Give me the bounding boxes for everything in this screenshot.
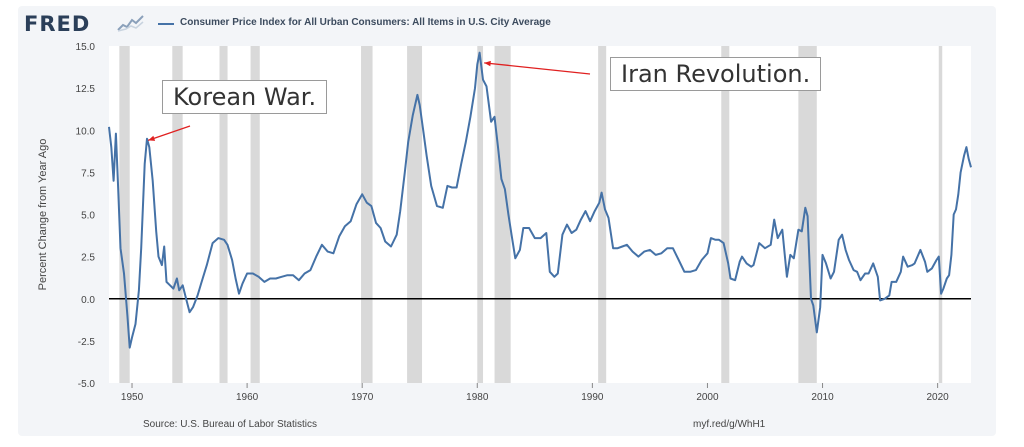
x-tick-label: 1950 (121, 392, 144, 403)
x-tick-label: 1980 (466, 392, 489, 403)
short-url-link[interactable]: myf.red/g/WhH1 (693, 419, 766, 430)
x-tick-label: 2000 (696, 392, 719, 403)
recession-band (407, 46, 423, 383)
recession-band (598, 46, 607, 383)
y-tick-label: 0.0 (81, 295, 95, 306)
fred-logo[interactable]: FRED (24, 12, 91, 36)
recession-band (938, 46, 943, 383)
fred-sparkline-icon (117, 15, 144, 32)
series-line (108, 51, 972, 349)
recession-band (219, 46, 228, 383)
y-tick-label: 10.0 (76, 126, 96, 137)
source-note: Source: U.S. Bureau of Labor Statistics (143, 419, 317, 430)
annotation-arrows (147, 60, 591, 141)
x-tick-label: 1970 (351, 392, 374, 403)
recession-band (172, 46, 183, 383)
y-tick-label: -5.0 (78, 379, 96, 390)
iran-revolution-callout: Iran Revolution. (610, 57, 822, 91)
annotation-arrow-line (147, 125, 191, 141)
annotation-arrow-head (148, 135, 156, 141)
recession-band (119, 46, 130, 383)
y-tick-label: 12.5 (76, 84, 96, 95)
x-tick-label: 1960 (236, 392, 259, 403)
x-axis: 1950 1960 1970 1980 1990 2000 2010 2020 (121, 383, 949, 403)
y-axis-label: Percent Change from Year Ago (37, 139, 49, 291)
series-title: Consumer Price Index for All Urban Consu… (180, 17, 551, 28)
annotation-arrow-head (484, 60, 491, 67)
x-tick-label: 2020 (926, 392, 949, 403)
y-tick-label: 2.5 (81, 253, 95, 264)
recession-band (477, 46, 484, 383)
recession-band (250, 46, 260, 383)
y-tick-label: 7.5 (81, 168, 95, 179)
legend-swatch (158, 23, 174, 25)
korean-war-callout: Korean War. (162, 80, 328, 114)
y-tick-label: 15.0 (76, 42, 96, 53)
y-tick-label: 5.0 (81, 211, 95, 222)
x-tick-label: 1990 (581, 392, 604, 403)
y-axis: -5.0 -2.5 0.0 2.5 5.0 7.5 10.0 12.5 15.0 (76, 42, 96, 390)
y-tick-label: -2.5 (78, 337, 96, 348)
x-tick-label: 2010 (811, 392, 834, 403)
recession-band (721, 46, 730, 383)
recession-band (361, 46, 373, 383)
annotation-arrow-line (484, 62, 591, 75)
